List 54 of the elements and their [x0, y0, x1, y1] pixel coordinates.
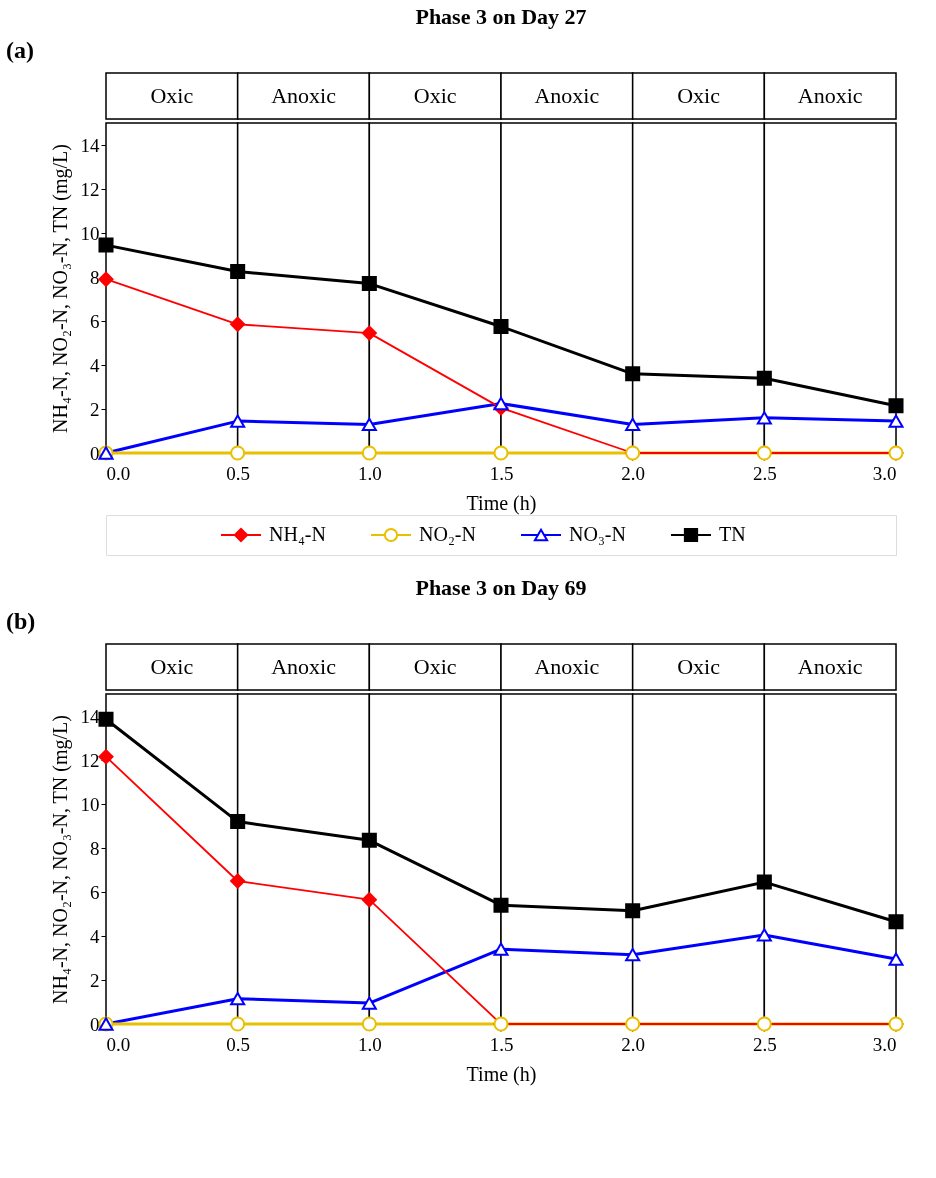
y-axis-title: NH₄-N, NO₂-N, NO₃-N, TN (mg/L): [48, 144, 72, 433]
band-label: Anoxic: [797, 654, 863, 679]
x-tick-label: 0.5: [226, 1033, 251, 1055]
x-tick-label: 3.0: [872, 462, 897, 484]
x-tick-label: 1.0: [357, 1033, 382, 1055]
chart-title: Phase 3 on Day 69: [415, 575, 587, 600]
y-tick-label: 4: [90, 925, 100, 947]
band-label: Oxic: [150, 83, 194, 108]
band-label: Oxic: [413, 83, 457, 108]
y-tick-label: 0: [90, 442, 100, 464]
x-tick-label: 2.5: [752, 1033, 777, 1055]
y-tick-label: 6: [90, 881, 100, 903]
x-tick-label: 3.0: [872, 1033, 897, 1055]
band-label: Oxic: [413, 654, 457, 679]
y-tick-label: 14: [80, 705, 100, 727]
legend-label: TN: [719, 523, 746, 545]
y-tick-label: 8: [90, 266, 100, 288]
x-tick-label: 2.0: [621, 462, 646, 484]
legend-label: NO₃-N: [569, 523, 626, 545]
band-label: Anoxic: [534, 654, 600, 679]
x-tick-label: 0.0: [106, 1033, 131, 1055]
x-axis-title: Time (h): [466, 491, 537, 515]
band-label: Oxic: [150, 654, 194, 679]
y-tick-label: 2: [90, 398, 100, 420]
y-tick-label: 0: [90, 1013, 100, 1035]
x-tick-label: 2.0: [621, 1033, 646, 1055]
y-tick-label: 12: [80, 749, 100, 771]
x-tick-label: 0.0: [106, 462, 131, 484]
y-tick-label: 4: [90, 354, 100, 376]
y-tick-label: 14: [80, 134, 100, 156]
band-label: Anoxic: [271, 654, 337, 679]
y-tick-label: 12: [80, 178, 100, 200]
chart-title: Phase 3 on Day 27: [415, 4, 587, 29]
legend-label: NH₄-N: [269, 523, 326, 545]
y-tick-label: 10: [80, 222, 100, 244]
x-axis-title: Time (h): [466, 1062, 537, 1086]
band-label: Oxic: [677, 83, 721, 108]
x-tick-label: 1.5: [489, 1033, 514, 1055]
y-tick-label: 2: [90, 969, 100, 991]
y-tick-label: 6: [90, 310, 100, 332]
x-tick-label: 0.5: [226, 462, 251, 484]
band-label: Anoxic: [534, 83, 600, 108]
band-label: Anoxic: [797, 83, 863, 108]
y-axis-title: NH₄-N, NO₂-N, NO₃-N, TN (mg/L): [48, 715, 72, 1004]
text: (b): [6, 608, 36, 634]
band-label: Oxic: [677, 654, 721, 679]
x-tick-label: 1.5: [489, 462, 514, 484]
y-tick-label: 8: [90, 837, 100, 859]
y-tick-label: 10: [80, 793, 100, 815]
x-tick-label: 2.5: [752, 462, 777, 484]
x-tick-label: 1.0: [357, 462, 382, 484]
band-label: Anoxic: [271, 83, 337, 108]
legend-label: NO₂-N: [419, 523, 476, 545]
text: (a): [6, 37, 34, 63]
